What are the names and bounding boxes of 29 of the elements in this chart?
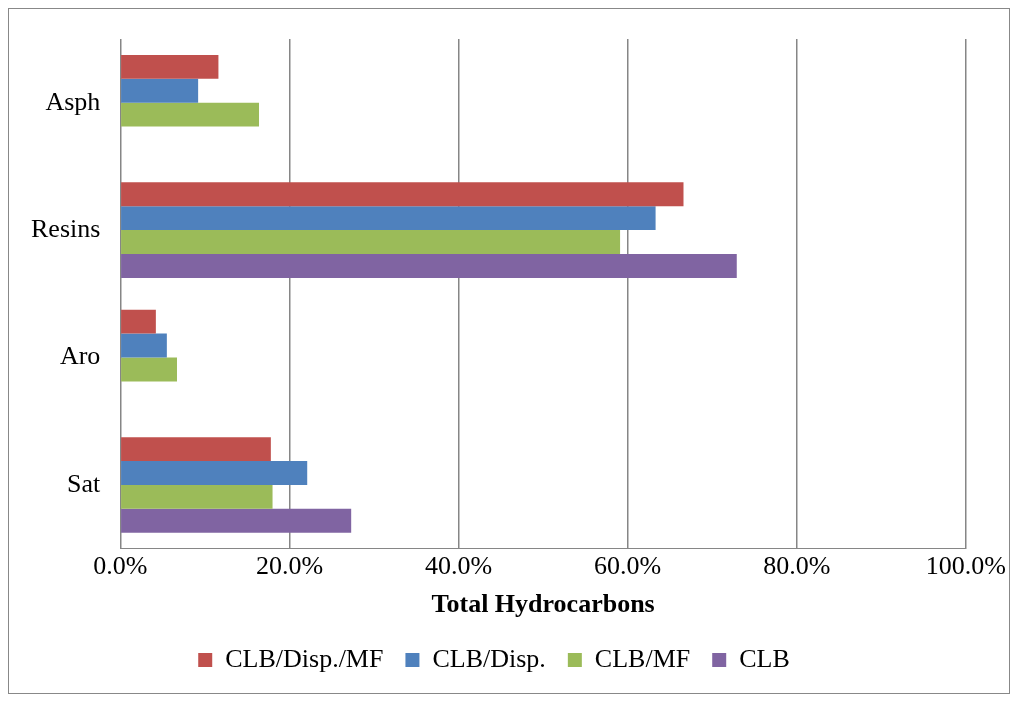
legend-label: CLB/Disp. — [432, 643, 546, 673]
bar — [121, 253, 737, 278]
bar — [121, 78, 199, 103]
bar — [121, 309, 156, 334]
x-tick-label: 40.0% — [424, 551, 493, 581]
y-tick-label: Asph — [45, 86, 101, 116]
bar — [121, 461, 308, 485]
x-tick-label: 100.0% — [925, 551, 1007, 581]
x-axis-title: Total Hydrocarbons — [431, 589, 655, 619]
x-tick-label: 60.0% — [594, 551, 662, 581]
bar — [121, 484, 273, 509]
x-tick-label: 0.0% — [93, 551, 148, 581]
bar — [121, 182, 684, 207]
legend-label: CLB/Disp./MF — [225, 643, 384, 673]
bar — [121, 333, 167, 358]
bar — [121, 230, 621, 254]
x-tick-label: 20.0% — [255, 551, 324, 581]
bar — [121, 206, 656, 231]
legend-label: CLB — [739, 643, 790, 673]
x-tick-label: 80.0% — [763, 551, 831, 581]
y-tick-label: Resins — [31, 213, 101, 243]
y-tick-label: Aro — [59, 341, 101, 371]
bar — [121, 437, 271, 462]
bar — [121, 508, 352, 533]
legend-label: CLB/MF — [594, 643, 691, 673]
bar — [121, 54, 219, 79]
bar — [121, 102, 260, 127]
bar — [121, 357, 177, 382]
y-tick-label: Sat — [67, 468, 102, 498]
